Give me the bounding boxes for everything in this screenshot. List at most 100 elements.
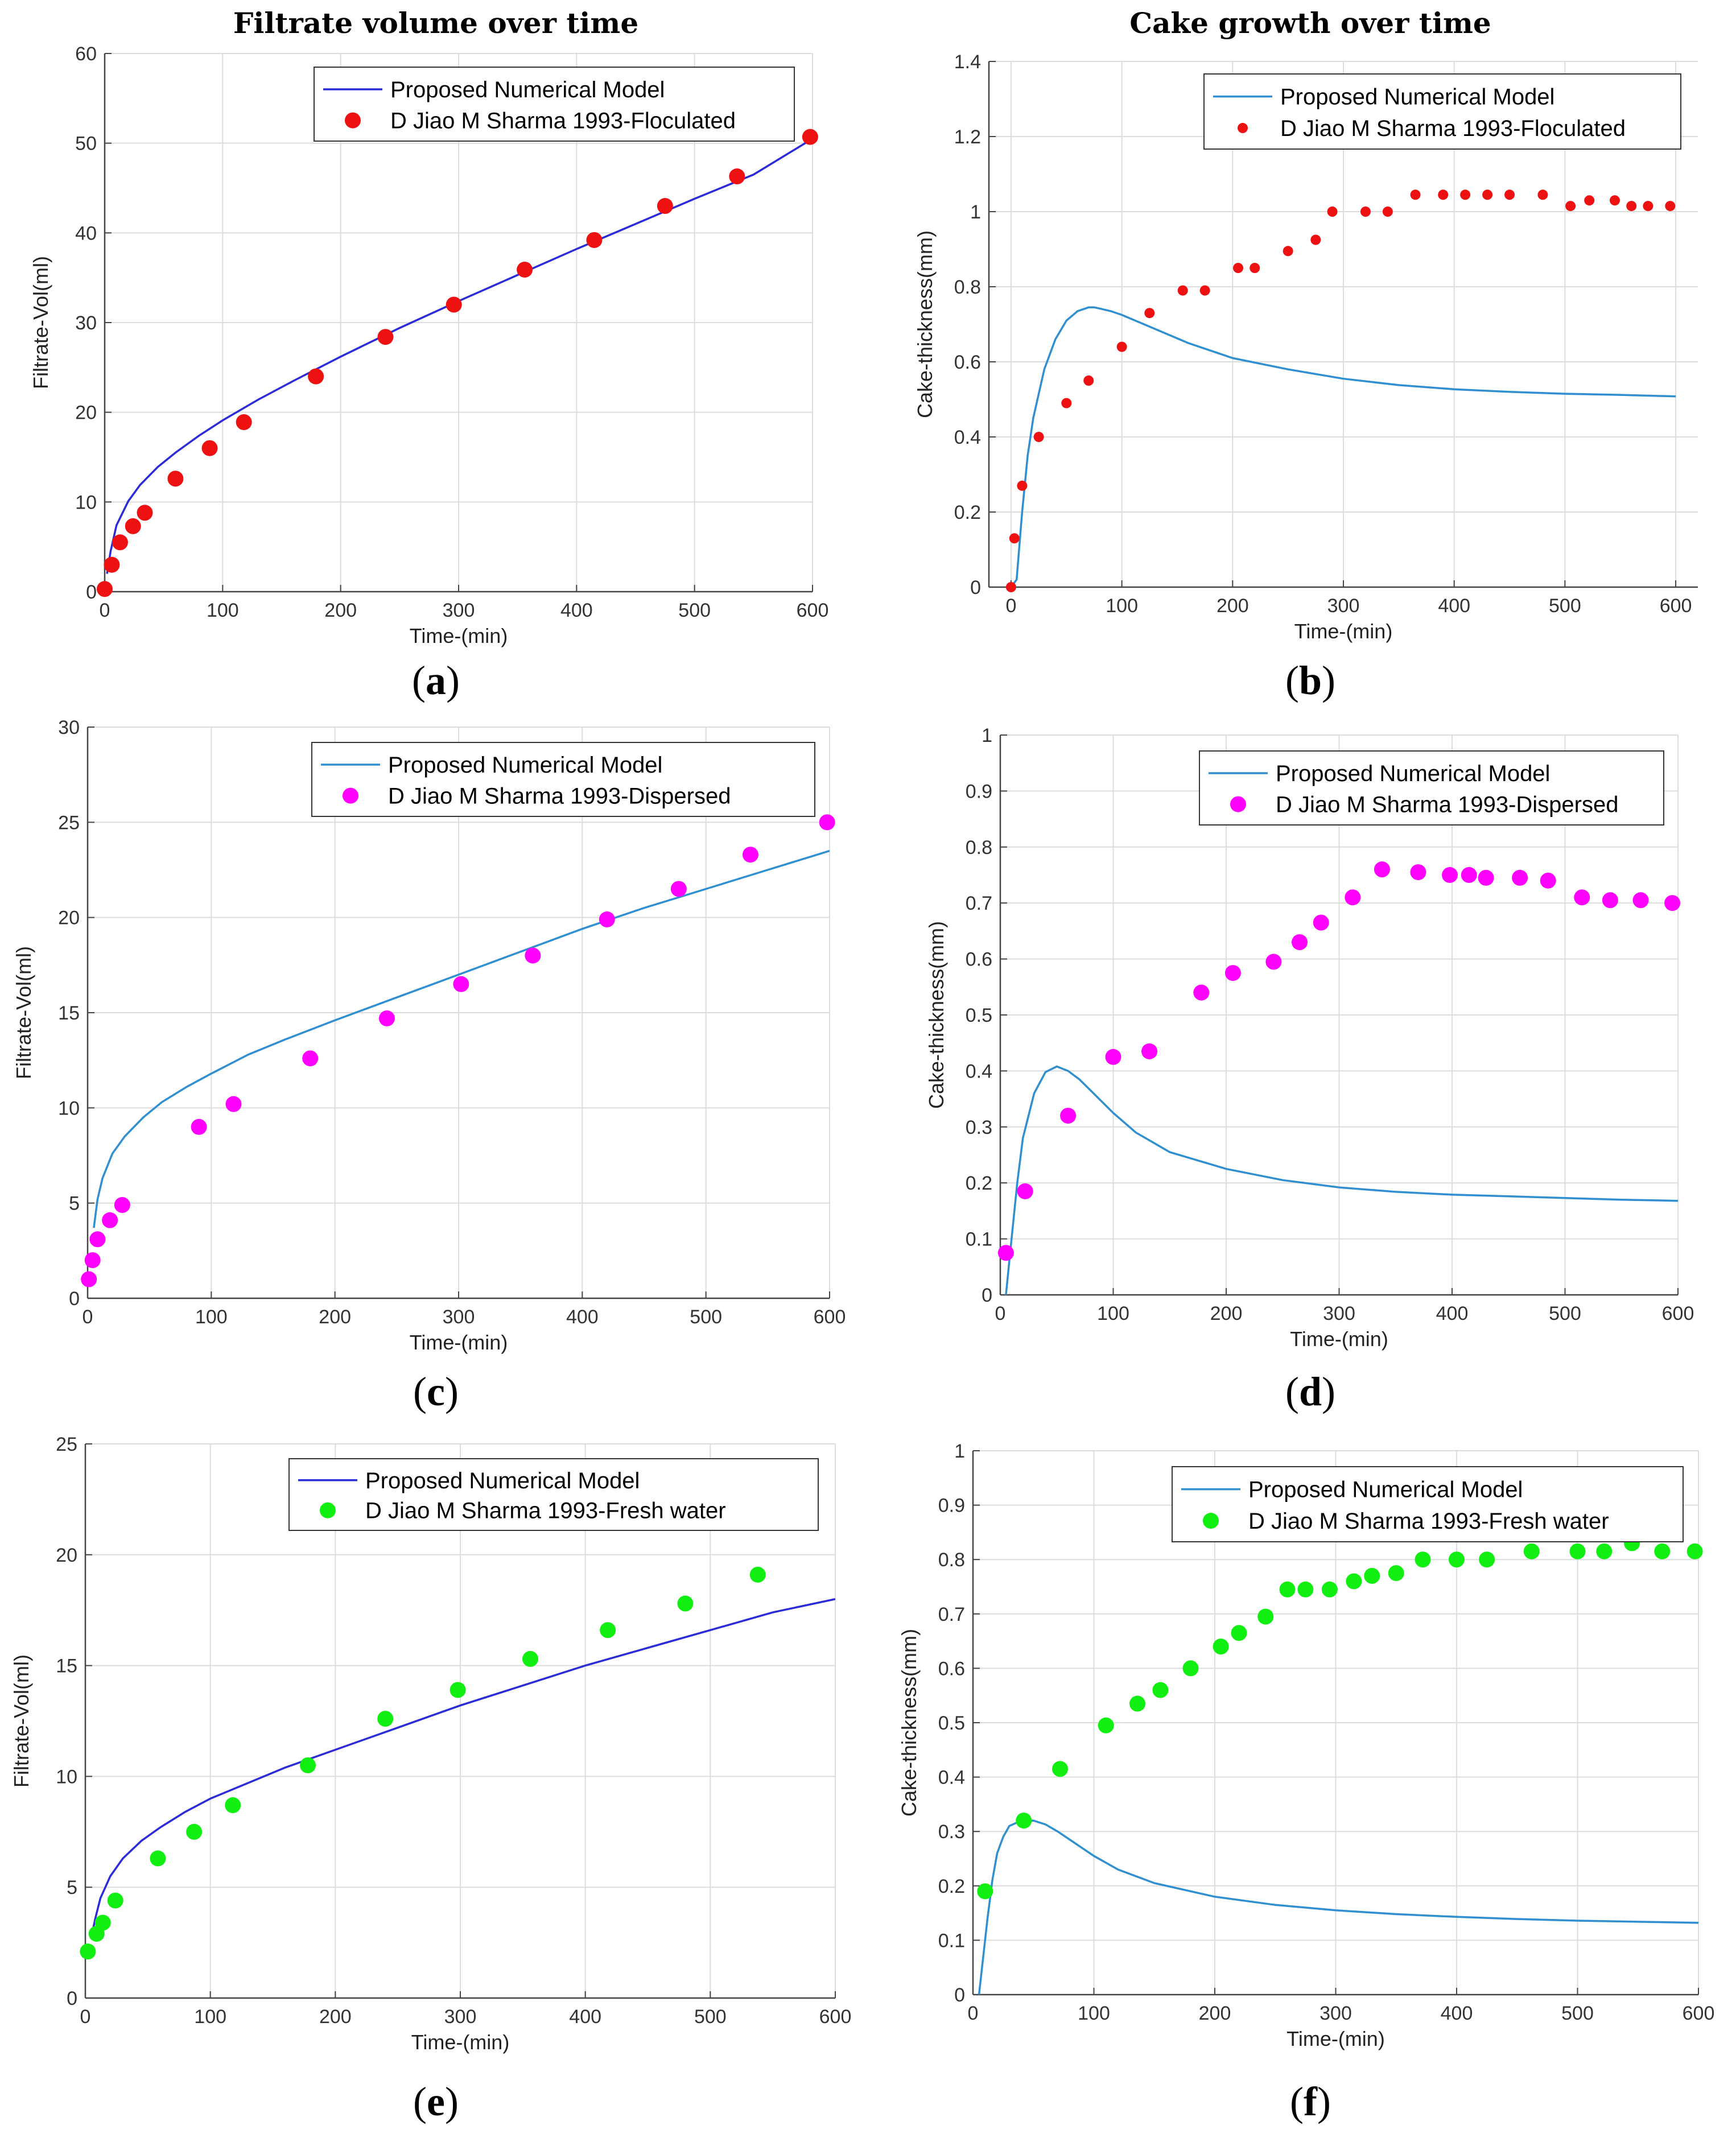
panel-label: (d) bbox=[1285, 1369, 1335, 1414]
data-point bbox=[104, 556, 120, 573]
data-point bbox=[112, 534, 128, 551]
panel-label: (b) bbox=[1285, 658, 1335, 703]
panel-label: (c) bbox=[413, 1369, 459, 1414]
legend-box bbox=[311, 742, 815, 817]
data-point bbox=[1346, 1573, 1362, 1590]
x-tick-label: 400 bbox=[560, 600, 593, 621]
data-point bbox=[1523, 1543, 1540, 1559]
data-point bbox=[1327, 207, 1338, 217]
y-tick-label: 1 bbox=[970, 201, 981, 223]
y-tick-label: 0 bbox=[954, 1984, 965, 2006]
y-axis-label: Filtrate-Vol(ml) bbox=[10, 1654, 33, 1788]
data-point bbox=[308, 368, 324, 385]
data-point bbox=[1602, 892, 1618, 909]
x-tick-label: 0 bbox=[968, 2003, 979, 2024]
legend-swatch-marker bbox=[1203, 1513, 1219, 1529]
y-tick-label: 25 bbox=[56, 1434, 77, 1455]
data-point bbox=[517, 261, 533, 278]
legend-box bbox=[1203, 73, 1681, 150]
data-point bbox=[749, 1566, 766, 1583]
data-point bbox=[150, 1850, 166, 1867]
series-line-model bbox=[1005, 1065, 1678, 1295]
data-point bbox=[1374, 861, 1390, 878]
x-tick-label: 200 bbox=[319, 1306, 351, 1328]
data-point bbox=[89, 1231, 106, 1248]
data-point bbox=[1016, 1813, 1032, 1829]
y-tick-label: 0.2 bbox=[954, 502, 981, 523]
y-tick-label: 10 bbox=[75, 492, 97, 513]
data-point bbox=[102, 1212, 118, 1228]
y-tick-label: 25 bbox=[58, 812, 80, 833]
panel-label-part: ( bbox=[1285, 1369, 1299, 1414]
data-point bbox=[378, 1010, 395, 1027]
data-point bbox=[1461, 867, 1477, 883]
data-point bbox=[300, 1757, 316, 1773]
panel-label: (e) bbox=[413, 2079, 459, 2124]
data-point bbox=[1512, 869, 1528, 886]
x-tick-label: 500 bbox=[678, 600, 711, 621]
x-axis-label: Time-(min) bbox=[410, 624, 508, 647]
x-tick-label: 400 bbox=[1438, 595, 1470, 617]
data-point bbox=[167, 470, 184, 487]
chart-panel-d: 0 100 200 300 400 500 600 0 0.1 0.2 0.3 0.4 0.5 0.6 0.… bbox=[925, 725, 1694, 1414]
data-point bbox=[977, 1883, 993, 1900]
panel-label-part: ) bbox=[445, 1369, 459, 1414]
y-tick-label: 1.2 bbox=[954, 126, 981, 148]
x-tick-label: 200 bbox=[1199, 2003, 1231, 2024]
chart-panel-f: 0 100 200 300 400 500 600 0 0.1 0.2 0.3 0.4 0.5 0.6 0.… bbox=[897, 1441, 1714, 2124]
data-point bbox=[1297, 1581, 1314, 1598]
y-tick-label: 0.8 bbox=[938, 1549, 965, 1571]
data-point bbox=[377, 329, 394, 345]
legend-box bbox=[1172, 1466, 1684, 1542]
legend-swatch-marker bbox=[320, 1502, 336, 1518]
data-point bbox=[1596, 1543, 1613, 1559]
x-tick-label: 200 bbox=[1217, 595, 1249, 617]
data-point bbox=[1665, 201, 1676, 212]
x-axis-label: Time-(min) bbox=[411, 2030, 510, 2054]
x-tick-label: 300 bbox=[443, 1306, 475, 1328]
data-point bbox=[1504, 189, 1515, 200]
x-tick-label: 600 bbox=[1660, 595, 1692, 617]
data-point bbox=[1052, 1761, 1068, 1777]
x-tick-label: 0 bbox=[1005, 595, 1016, 617]
data-point bbox=[1231, 1625, 1247, 1641]
data-point bbox=[657, 198, 673, 214]
y-tick-label: 1 bbox=[982, 725, 992, 746]
y-tick-label: 0.9 bbox=[938, 1495, 965, 1517]
data-point bbox=[1224, 965, 1241, 981]
y-tick-label: 0.4 bbox=[954, 427, 981, 448]
data-point bbox=[1060, 1108, 1077, 1124]
data-point bbox=[446, 296, 462, 313]
panel-label: (a) bbox=[412, 658, 460, 703]
series-line-model bbox=[106, 138, 813, 574]
panel-label-part: ) bbox=[1317, 2079, 1331, 2124]
data-point bbox=[1033, 432, 1044, 442]
x-tick-label: 200 bbox=[1210, 1303, 1243, 1324]
legend-label-data: D Jiao M Sharma 1993-Dispersed bbox=[388, 784, 731, 809]
panel-label-part: ) bbox=[445, 2079, 459, 2124]
x-tick-label: 100 bbox=[1078, 2003, 1110, 2024]
x-tick-label: 100 bbox=[1106, 595, 1138, 617]
x-axis-label: Time-(min) bbox=[1294, 620, 1393, 643]
x-tick-label: 500 bbox=[694, 2006, 727, 2028]
data-point bbox=[80, 1943, 96, 1960]
y-tick-label: 15 bbox=[58, 1002, 80, 1024]
legend-label-data: D Jiao M Sharma 1993-Dispersed bbox=[1276, 793, 1618, 818]
data-point bbox=[586, 232, 603, 248]
y-tick-label: 1 bbox=[954, 1441, 965, 1462]
data-point bbox=[1360, 207, 1371, 217]
y-tick-label: 40 bbox=[75, 222, 97, 244]
data-point bbox=[1152, 1682, 1169, 1698]
x-tick-label: 300 bbox=[1319, 2003, 1352, 2024]
column-title-left: Filtrate volume over time bbox=[233, 6, 638, 40]
legend-swatch-marker bbox=[1238, 123, 1248, 134]
y-axis-label: Filtrate-Vol(ml) bbox=[29, 256, 52, 389]
legend-box bbox=[1199, 750, 1664, 826]
data-point bbox=[114, 1197, 130, 1214]
data-point bbox=[302, 1050, 319, 1067]
data-point bbox=[186, 1823, 203, 1840]
y-tick-label: 0.3 bbox=[938, 1821, 965, 1843]
data-point bbox=[1382, 207, 1393, 217]
data-point bbox=[1479, 1551, 1495, 1568]
legend-label-model: Proposed Numerical Model bbox=[365, 1468, 640, 1493]
